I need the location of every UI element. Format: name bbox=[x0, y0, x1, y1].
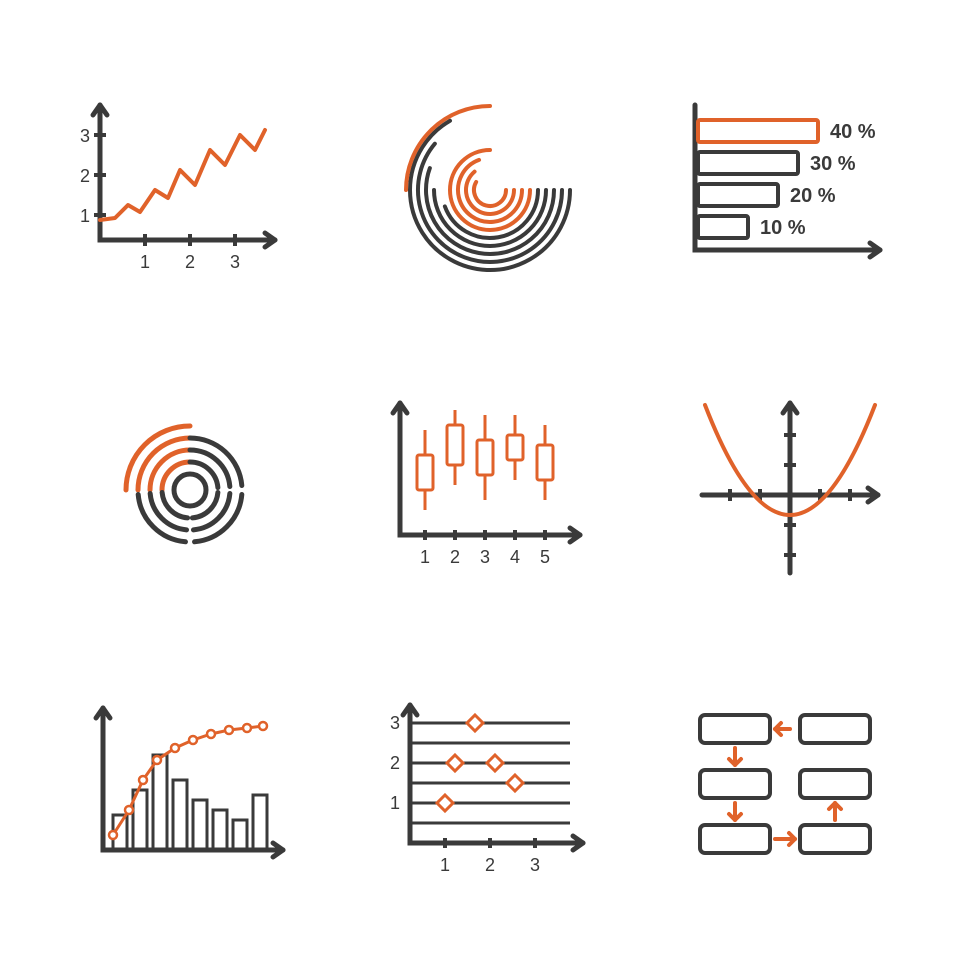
svg-text:2: 2 bbox=[485, 855, 495, 875]
pareto-chart-icon bbox=[60, 660, 320, 920]
segmented-radial-icon bbox=[60, 360, 320, 620]
line-chart-icon: 3 2 1 1 2 3 bbox=[60, 60, 320, 320]
x-tick-3: 3 bbox=[230, 252, 240, 272]
dot-plot-icon: 1 2 3 1 2 3 bbox=[360, 660, 620, 920]
candlestick-chart-icon: 12345 bbox=[360, 360, 620, 620]
svg-text:40 %: 40 % bbox=[830, 121, 876, 143]
svg-text:1: 1 bbox=[390, 793, 400, 813]
svg-text:2: 2 bbox=[390, 753, 400, 773]
hbar-chart-icon: 40 % 30 % 20 % 10 % bbox=[660, 60, 920, 320]
y-tick-2: 2 bbox=[80, 166, 90, 186]
icon-grid: 3 2 1 1 2 3 40 % 30 % 20 % 10 % bbox=[0, 0, 980, 980]
svg-text:1: 1 bbox=[420, 547, 430, 567]
svg-text:10 %: 10 % bbox=[760, 217, 806, 239]
svg-text:20 %: 20 % bbox=[790, 185, 836, 207]
svg-text:2: 2 bbox=[450, 547, 460, 567]
radial-chart-icon bbox=[360, 60, 620, 320]
svg-text:30 %: 30 % bbox=[810, 153, 856, 175]
x-tick-2: 2 bbox=[185, 252, 195, 272]
flowchart-icon bbox=[660, 660, 920, 920]
chart-line bbox=[100, 130, 265, 220]
svg-text:1: 1 bbox=[440, 855, 450, 875]
y-tick-1: 1 bbox=[80, 206, 90, 226]
svg-text:3: 3 bbox=[530, 855, 540, 875]
y-tick-3: 3 bbox=[80, 126, 90, 146]
svg-text:5: 5 bbox=[540, 547, 550, 567]
svg-text:4: 4 bbox=[510, 547, 520, 567]
svg-text:3: 3 bbox=[480, 547, 490, 567]
parabola-chart-icon bbox=[660, 360, 920, 620]
svg-text:3: 3 bbox=[390, 713, 400, 733]
x-tick-1: 1 bbox=[140, 252, 150, 272]
